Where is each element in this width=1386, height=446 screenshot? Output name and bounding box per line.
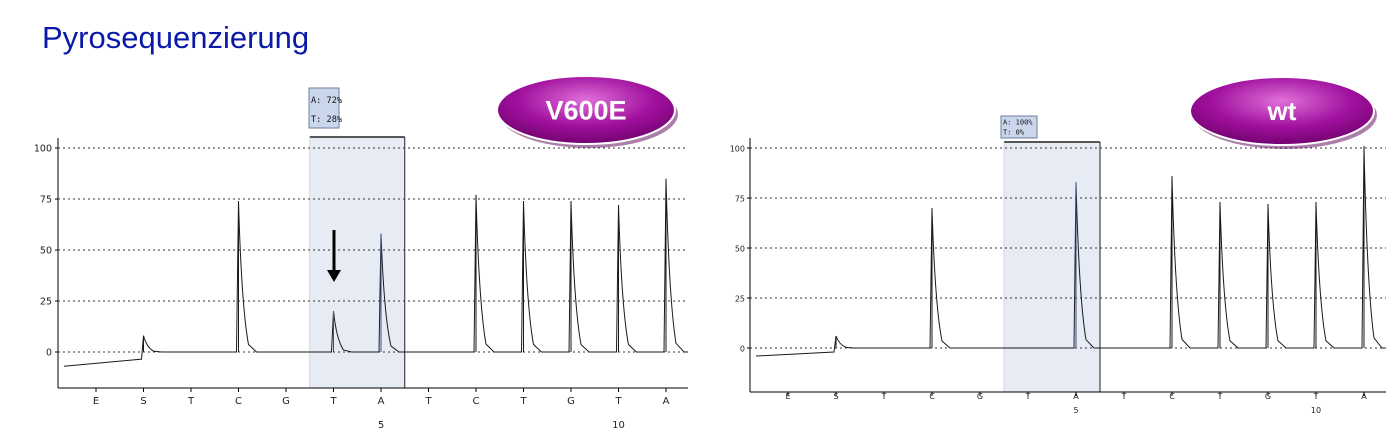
y-tick-label: 50 [735,245,745,254]
highlight-region [309,137,405,388]
dispensation-label: T [187,396,195,407]
y-tick-label: 100 [730,145,745,154]
dispensation-label: T [1217,392,1223,401]
badge-label: V600E [545,95,626,125]
dispensation-label: G [282,396,290,407]
position-label: 10 [612,420,625,431]
annotation-box [308,87,340,129]
dispensation-label: T [1121,392,1127,401]
y-tick-label: 25 [735,295,745,304]
annotation-line-2: T: 28% [311,115,343,125]
badge-label: wt [1267,96,1297,126]
dispensation-label: A [663,396,670,407]
dispensation-label: A [1361,392,1367,401]
dispensation-label: C [1169,392,1175,401]
annotation-box [1000,115,1038,139]
dispensation-label: C [235,396,242,407]
badge-v600e [496,75,676,145]
dispensation-label: S [833,392,838,401]
signal-trace [63,178,688,367]
dispensation-label: T [881,392,887,401]
highlight-region [1004,142,1100,392]
dispensation-label: T [1025,392,1031,401]
dispensation-label: G [567,396,575,407]
badge-wt [1189,76,1375,146]
position-label: 10 [1311,406,1321,415]
signal-trace [755,145,1386,357]
dispensation-label: E [93,396,99,407]
dispensation-label: C [929,392,935,401]
pyrogram-wt: A: 100% T: 0% 100 75 50 25 0 E S T C G T A T C T G T A 5 10 wt [730,76,1386,415]
y-tick-label: 25 [40,297,52,308]
dispensation-label: G [977,392,983,401]
y-tick-label: 0 [740,345,745,354]
position-label: 5 [1073,406,1078,415]
dispensation-label: T [614,396,622,407]
dispensation-label: T [329,396,337,407]
annotation-line-1: A: 100% [1003,118,1033,126]
dispensation-label: S [140,396,146,407]
annotation-line-1: A: 72% [311,96,343,106]
position-label: 5 [378,420,384,431]
dispensation-label: T [1313,392,1319,401]
y-tick-label: 75 [40,195,52,206]
annotation-line-2: T: 0% [1003,129,1025,137]
y-tick-label: 75 [735,195,745,204]
dispensation-label: G [1265,392,1271,401]
dispensation-label: A [1073,392,1079,401]
mutation-arrow-head [327,270,341,282]
page-title: Pyrosequenzierung [42,20,310,55]
dispensation-label: E [785,392,790,401]
dispensation-label: A [378,396,385,407]
pyrogram-v600e: A: 72% T: 28% 100 75 50 25 0 E S T C G T A T C T G T A 5 10 V6… [34,75,688,431]
y-tick-label: 100 [34,144,52,155]
y-tick-label: 50 [40,246,52,257]
y-tick-label: 0 [46,348,52,359]
dispensation-label: T [519,396,527,407]
dispensation-label: C [473,396,480,407]
dispensation-label: T [424,396,432,407]
